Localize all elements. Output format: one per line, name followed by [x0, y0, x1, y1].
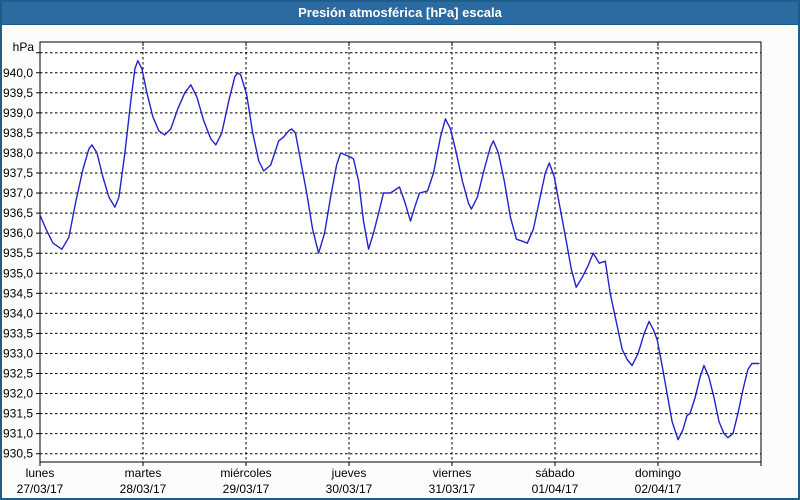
- plot-frame: [39, 41, 762, 463]
- x-day-label: jueves: [331, 466, 367, 480]
- x-day-label: lunes: [26, 466, 55, 480]
- y-tick-label: 937,5: [3, 166, 33, 180]
- x-day-label: miércoles: [220, 466, 271, 480]
- y-tick-label: 934,5: [3, 286, 33, 300]
- y-tick-label: 935,5: [3, 246, 33, 260]
- x-date-label: 28/03/17: [120, 482, 167, 496]
- y-tick-label: 936,5: [3, 206, 33, 220]
- chart-area: 940,0 939,5 939,0 938,5 938,0 937,5 937,0 936,5…: [2, 25, 798, 498]
- y-tick-label: 940,0: [3, 66, 33, 80]
- x-day-label: sábado: [535, 466, 575, 480]
- x-date-label: 02/04/17: [635, 482, 682, 496]
- x-date-label: 30/03/17: [326, 482, 373, 496]
- title-bar: Presión atmosférica [hPa] escala: [2, 2, 798, 25]
- y-tick-label: 933,0: [3, 346, 33, 360]
- y-tick-label: 930,5: [3, 447, 33, 461]
- y-tick-label: 938,5: [3, 126, 33, 140]
- y-axis-unit-label: hPa: [13, 40, 35, 54]
- x-date-label: 01/04/17: [532, 482, 579, 496]
- y-tick-label: 939,5: [3, 86, 33, 100]
- y-tick-label: 931,5: [3, 407, 33, 421]
- y-tick-label: 939,0: [3, 106, 33, 120]
- x-date-label: 27/03/17: [17, 482, 64, 496]
- y-tick-label: 934,0: [3, 306, 33, 320]
- y-tick-label: 936,0: [3, 226, 33, 240]
- gridlines: [36, 42, 762, 466]
- y-tick-label: 938,0: [3, 146, 33, 160]
- pressure-line-chart: 940,0 939,5 939,0 938,5 938,0 937,5 937,0 936,5…: [3, 40, 762, 496]
- y-tick-label: 931,0: [3, 427, 33, 441]
- x-day-label: martes: [125, 466, 162, 480]
- x-date-label: 29/03/17: [223, 482, 270, 496]
- y-tick-label: 933,5: [3, 326, 33, 340]
- y-axis-labels: 940,0 939,5 939,0 938,5 938,0 937,5 937,0 936,5…: [3, 66, 33, 461]
- y-tick-label: 932,0: [3, 387, 33, 401]
- y-tick-label: 937,0: [3, 186, 33, 200]
- y-tick-label: 932,5: [3, 367, 33, 381]
- y-tick-label: 935,0: [3, 266, 33, 280]
- x-axis-labels: lunes 27/03/17 martes 28/03/17 miércoles 29/0…: [17, 466, 682, 496]
- pressure-series-line: [39, 60, 760, 441]
- x-date-label: 31/03/17: [429, 482, 476, 496]
- chart-title: Presión atmosférica [hPa] escala: [298, 5, 502, 20]
- plot-background: [40, 42, 761, 462]
- x-day-label: domingo: [635, 466, 681, 480]
- x-day-label: viernes: [433, 466, 472, 480]
